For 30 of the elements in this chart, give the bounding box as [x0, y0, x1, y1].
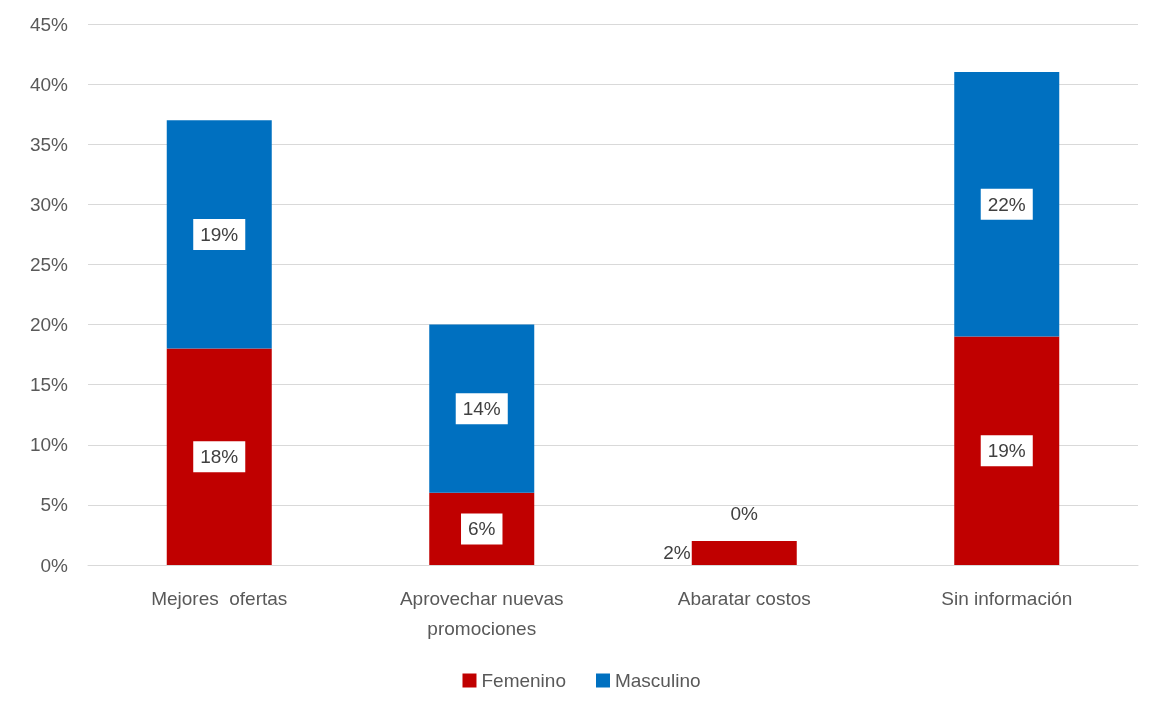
x-tick-label: Abaratar costos — [677, 587, 811, 609]
data-label: 2% — [663, 542, 691, 564]
bar — [429, 324, 535, 493]
y-tick-label: 5% — [40, 494, 69, 516]
legend-label: Femenino — [481, 670, 566, 691]
bar — [954, 336, 1060, 565]
y-tick-label: 30% — [29, 193, 69, 215]
y-tick-label: 40% — [29, 73, 69, 95]
data-label: 22% — [987, 193, 1026, 215]
y-tick-label: 35% — [29, 133, 69, 155]
data-label: 6% — [468, 518, 496, 540]
bar — [954, 72, 1060, 337]
data-label: 14% — [462, 398, 501, 420]
y-tick-label: 20% — [29, 314, 69, 336]
y-tick-label: 10% — [29, 434, 69, 456]
x-tick-label: Aprovechar nuevas promociones — [399, 587, 564, 639]
x-tick-label: Mejores ofertas — [151, 587, 288, 609]
x-tick-label: Sin información — [941, 587, 1073, 609]
y-tick-label: 15% — [29, 374, 69, 396]
data-label: 0% — [730, 502, 759, 524]
data-label: 19% — [987, 440, 1026, 462]
bar — [166, 348, 272, 565]
bar — [166, 120, 272, 349]
y-tick-label: 25% — [29, 253, 69, 275]
legend-label: Masculino — [614, 670, 701, 691]
data-label: 19% — [200, 223, 239, 245]
y-tick-label: 45% — [29, 13, 69, 35]
y-tick-label: 0% — [40, 554, 69, 576]
bar — [691, 540, 797, 565]
data-label: 18% — [200, 446, 239, 468]
